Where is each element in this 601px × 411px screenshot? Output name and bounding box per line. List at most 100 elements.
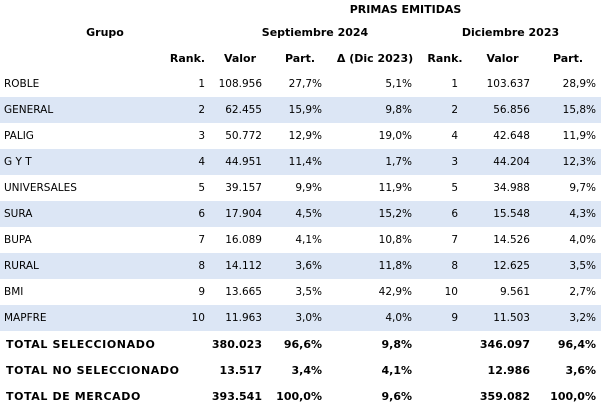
cell-rank-prev: 2 [420,97,470,123]
cell-rank: 6 [165,201,210,227]
cell-delta: 10,8% [378,234,412,246]
cell-rank: 3 [198,130,205,142]
cell-part-prev: 3,2% [535,305,601,331]
cell-delta: 9,8% [330,97,420,123]
cell-grupo: BMI [4,286,24,298]
cell-part: 15,9% [270,97,330,123]
cell-delta: 42,9% [378,286,412,298]
table-row: UNIVERSALES 5 39.157 9,9% 11,9% 5 34.988… [0,175,601,201]
cell-rank: 1 [198,78,205,90]
cell-part: 3,6% [270,253,330,279]
cell-rank: 8 [165,253,210,279]
cell-rank-prev: 4 [451,130,458,142]
total-label: TOTAL DE MERCADO [6,389,141,403]
cell-valor: 44.951 [210,149,270,175]
total-delta: 4,1% [381,363,412,377]
cell-rank: 10 [165,305,210,331]
period-previous-header: Diciembre 2023 [461,26,560,39]
cell-delta: 15,2% [330,201,420,227]
table-row: BMI 9 13.665 3,5% 42,9% 10 9.561 2,7% [0,279,601,305]
total-part-prev: 3,6% [565,363,596,377]
total-valor-prev: 12.986 [487,363,530,377]
total-label: TOTAL SELECCIONADO [6,337,156,351]
cell-valor: 14.112 [210,253,270,279]
cell-valor-prev: 12.625 [470,253,535,279]
group-header: Grupo [86,26,124,39]
table-row: GENERAL 2 62.455 15,9% 9,8% 2 56.856 15,… [0,97,601,123]
cell-valor-prev: 34.988 [493,182,530,194]
total-valor-prev: 346.097 [479,337,530,351]
cell-part-prev: 3,5% [535,253,601,279]
cell-valor-prev: 14.526 [493,234,530,246]
cell-part: 12,9% [288,130,322,142]
cell-rank: 4 [165,149,210,175]
total-part: 3,4% [291,363,322,377]
cell-rank-prev: 10 [444,286,458,298]
total-valor-prev: 359.082 [479,389,530,403]
col-valor-header: Valor [223,52,257,65]
total-valor: 13.517 [219,363,262,377]
cell-part-prev: 2,7% [569,286,596,298]
cell-delta: 4,0% [330,305,420,331]
total-part-prev: 100,0% [550,389,596,403]
cell-rank-prev: 6 [420,201,470,227]
cell-part-prev: 4,0% [569,234,596,246]
cell-valor: 62.455 [210,97,270,123]
cell-delta: 1,7% [330,149,420,175]
cell-part-prev: 12,3% [535,149,601,175]
total-part-prev: 96,4% [557,337,596,351]
cell-rank-prev: 9 [420,305,470,331]
cell-part: 4,1% [295,234,322,246]
cell-grupo: G Y T [0,149,165,175]
cell-part: 11,4% [270,149,330,175]
cell-rank: 5 [198,182,205,194]
cell-grupo: RURAL [0,253,165,279]
cell-delta: 11,8% [330,253,420,279]
cell-part-prev: 15,8% [535,97,601,123]
cell-rank-prev: 3 [420,149,470,175]
total-valor: 380.023 [211,337,262,351]
table-row: ROBLE 1 108.956 27,7% 5,1% 1 103.637 28,… [0,71,601,97]
table-header: PRIMAS EMITIDAS Grupo Septiembre 2024 Di… [0,0,601,71]
table-row: MAPFRE 10 11.963 3,0% 4,0% 9 11.503 3,2% [0,305,601,331]
cell-valor: 11.963 [210,305,270,331]
cell-part-prev: 9,7% [569,182,596,194]
cell-rank: 9 [198,286,205,298]
table-row: RURAL 8 14.112 3,6% 11,8% 8 12.625 3,5% [0,253,601,279]
cell-grupo: PALIG [4,130,34,142]
cell-rank: 2 [165,97,210,123]
cell-rank-prev: 8 [420,253,470,279]
cell-grupo: GENERAL [0,97,165,123]
table-row: BUPA 7 16.089 4,1% 10,8% 7 14.526 4,0% [0,227,601,253]
cell-grupo: SURA [0,201,165,227]
cell-valor: 16.089 [225,234,262,246]
col-rank-prev-header: Rank. [427,52,463,65]
total-row: TOTAL SELECCIONADO 380.023 96,6% 9,8% 34… [0,331,601,357]
total-row: TOTAL NO SELECCIONADO 13.517 3,4% 4,1% 1… [0,357,601,383]
cell-valor: 50.772 [225,130,262,142]
cell-grupo: BUPA [4,234,32,246]
table-title: PRIMAS EMITIDAS [349,3,462,16]
cell-valor-prev: 56.856 [470,97,535,123]
cell-valor-prev: 42.648 [493,130,530,142]
total-delta: 9,6% [381,389,412,403]
cell-valor: 17.904 [210,201,270,227]
cell-grupo: MAPFRE [0,305,165,331]
period-current-header: Septiembre 2024 [261,26,369,39]
cell-rank-prev: 5 [451,182,458,194]
cell-part: 4,5% [270,201,330,227]
col-valor-prev-header: Valor [486,52,519,65]
table-row: G Y T 4 44.951 11,4% 1,7% 3 44.204 12,3% [0,149,601,175]
table-row: SURA 6 17.904 4,5% 15,2% 6 15.548 4,3% [0,201,601,227]
cell-delta: 19,0% [378,130,412,142]
total-delta: 9,8% [381,337,412,351]
cell-rank: 7 [198,234,205,246]
cell-valor: 108.956 [218,78,262,90]
col-delta-header: Δ (Dic 2023) [336,52,414,65]
cell-rank-prev: 1 [451,78,458,90]
cell-rank-prev: 7 [451,234,458,246]
cell-part-prev: 4,3% [535,201,601,227]
col-part-header: Part. [284,52,316,65]
total-valor: 393.541 [211,389,262,403]
